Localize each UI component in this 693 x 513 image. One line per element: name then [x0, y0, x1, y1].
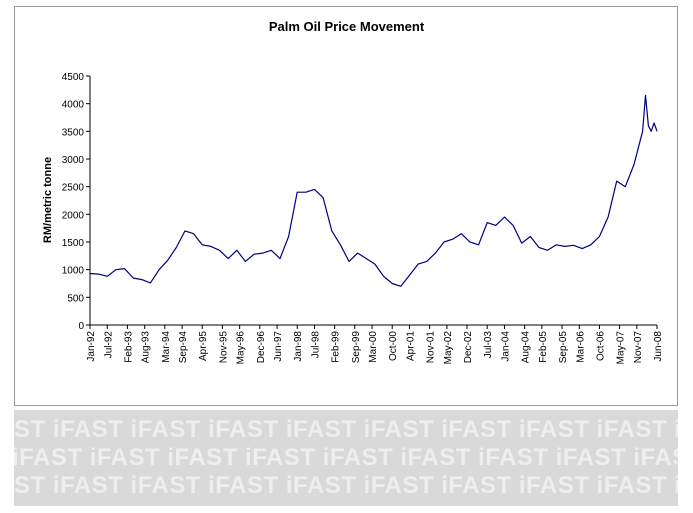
x-tick-label: Jan-92 [86, 331, 97, 362]
x-tick-label: May-02 [443, 331, 454, 365]
chart-frame [14, 6, 678, 406]
y-tick-label: 3500 [62, 127, 85, 138]
y-tick-label: 1000 [62, 266, 85, 277]
y-tick-label: 2000 [62, 210, 85, 221]
plot-area [89, 94, 658, 287]
x-tick-label: Jun-97 [273, 331, 284, 362]
x-tick-label: Sep-05 [558, 331, 569, 364]
x-tick-label: May-07 [616, 331, 627, 365]
y-tick-label: 4500 [62, 72, 85, 83]
y-tick-label: 4000 [62, 100, 85, 111]
x-tick-label: Jun-08 [653, 331, 664, 362]
y-tick-label: 2500 [62, 183, 85, 194]
chart-title: Palm Oil Price Movement [268, 19, 425, 34]
line-chart: 0 500 1000 1500 2000 2500 3000 3500 4000 4500 Jan-… [42, 72, 664, 364]
x-tick-label: Oct-06 [595, 331, 606, 361]
x-tick-label: Jul-92 [103, 331, 114, 359]
x-tick-label: Jan-98 [293, 331, 304, 362]
y-tick-label: 0 [78, 321, 84, 332]
x-tick-label: Mar-06 [575, 331, 586, 363]
x-tick-label: Jul-98 [310, 331, 321, 359]
x-tick-label: Dec-02 [463, 331, 474, 364]
x-tick-label: Mar-00 [368, 331, 379, 363]
x-tick-label: Dec-96 [256, 331, 267, 364]
x-tick-label: Oct-00 [388, 331, 399, 361]
x-tick-label: Jan-04 [500, 331, 511, 362]
y-tick-label: 3000 [62, 155, 85, 166]
x-tick-label: Aug-04 [521, 331, 532, 364]
x-tick-label: May-96 [236, 331, 247, 365]
x-tick-label: Nov-07 [633, 331, 644, 364]
y-tick-label: 500 [67, 293, 84, 304]
x-tick-label: Sep-94 [178, 331, 189, 364]
x-tick-label: Feb-99 [331, 331, 342, 363]
x-tick-label: Apr-95 [198, 331, 209, 361]
x-tick-label: Nov-95 [218, 331, 229, 364]
x-tick-label: Feb-93 [123, 331, 134, 363]
ifast-watermark: ST iFAST iFAST iFAST iFAST iFAST iFAST i… [14, 410, 678, 506]
watermark-row: ST iFAST iFAST iFAST iFAST iFAST iFAST i… [14, 472, 678, 499]
x-tick-label: Apr-01 [405, 331, 416, 361]
chart-axes: 0 500 1000 1500 2000 2500 3000 3500 4000 4500 Jan-… [62, 72, 664, 364]
x-tick-label: Sep-99 [351, 331, 362, 364]
x-tick-label: Jul-03 [483, 331, 494, 359]
x-tick-label: Aug-93 [141, 331, 152, 364]
price-series-line [89, 94, 658, 287]
y-tick-label: 1500 [62, 238, 85, 249]
x-tick-label: Nov-01 [426, 331, 437, 364]
watermark-row: ST iFAST iFAST iFAST iFAST iFAST iFAST i… [14, 416, 678, 443]
y-axis-label: RM/metric tonne [42, 157, 54, 243]
x-tick-label: Feb-05 [538, 331, 549, 363]
x-tick-label: Mar-94 [161, 331, 172, 363]
watermark-row: iFAST iFAST iFAST iFAST iFAST iFAST iFAS… [14, 444, 678, 471]
